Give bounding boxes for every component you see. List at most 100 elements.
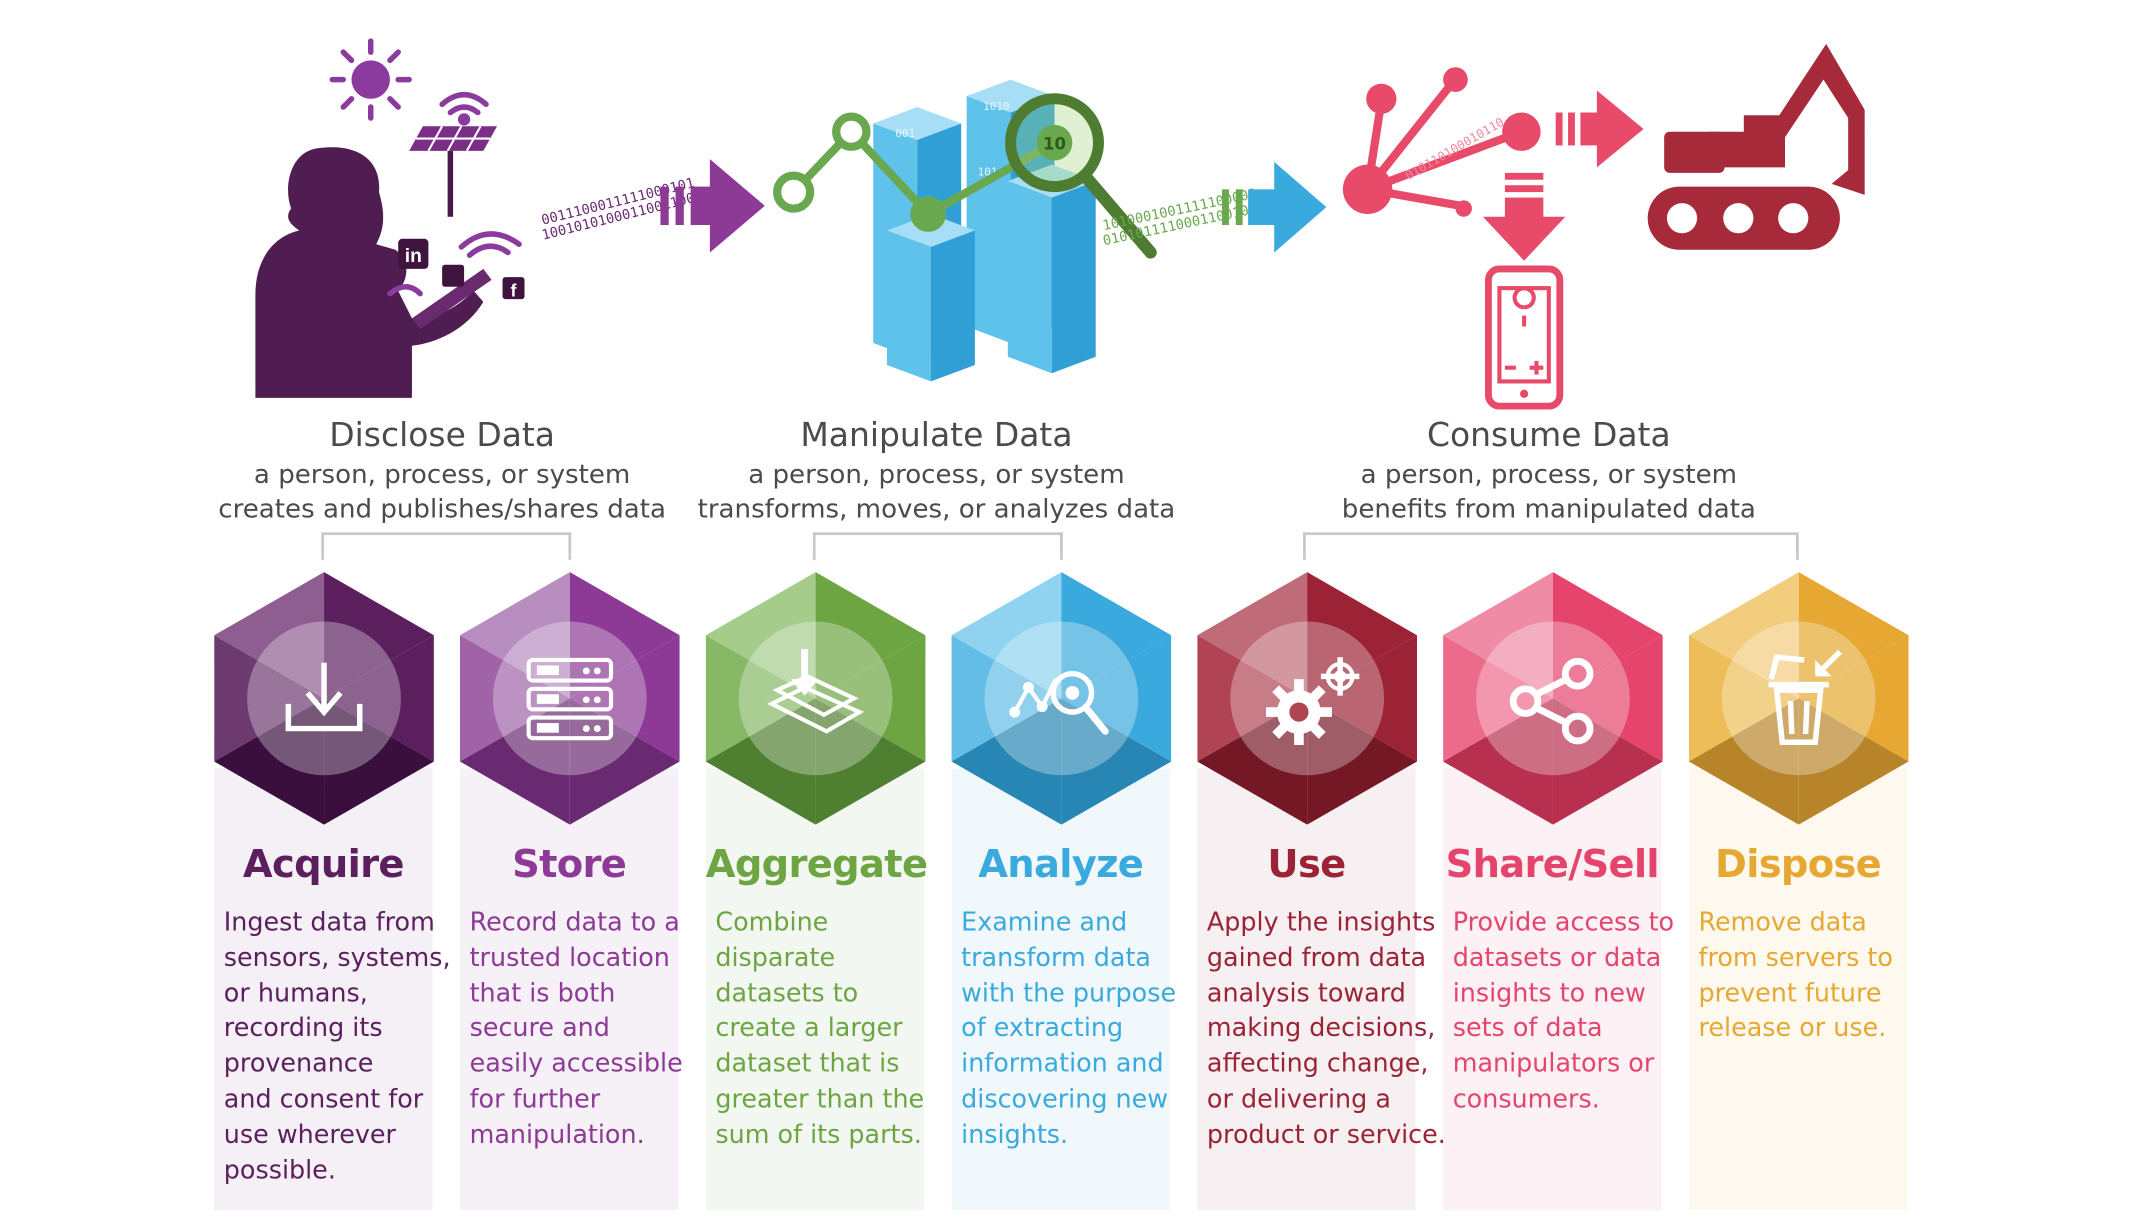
step-hexagon xyxy=(214,572,434,825)
step-description-line: dataset that is xyxy=(715,1049,900,1079)
step-description-line: release or use. xyxy=(1698,1014,1887,1044)
step-description-line: use wherever xyxy=(223,1120,396,1150)
step-description-line: gained from data xyxy=(1206,943,1427,973)
phase-title: Consume Data xyxy=(1426,415,1671,455)
step-title: Acquire xyxy=(242,841,405,887)
step-description-line: Record data to a xyxy=(469,908,680,938)
step-description: Combine disparate datasets to create a larg… xyxy=(715,906,925,1154)
step-description-line: Remove data xyxy=(1698,908,1867,938)
step-description-line: manipulation. xyxy=(469,1120,645,1150)
phase-title: Manipulate Data xyxy=(800,415,1073,455)
step-hexagon xyxy=(1197,572,1418,825)
sun-icon xyxy=(329,38,412,121)
trash-can-icon xyxy=(1768,649,1842,746)
data-bars-illustration: 001 1010 101 10 xyxy=(773,79,1157,382)
step-title: Dispose xyxy=(1714,841,1882,887)
phase-manipulate: Manipulate Data a person, process, or sy… xyxy=(648,412,1225,527)
step-description-line: of extracting xyxy=(961,1014,1124,1044)
magnifier-icon: 10 xyxy=(1005,93,1157,259)
step-description-line: or delivering a xyxy=(1206,1085,1391,1115)
step-description-line: provenance xyxy=(223,1049,374,1079)
step-description-line: that is both xyxy=(469,979,616,1008)
person-silhouette xyxy=(255,147,484,398)
svg-text:in: in xyxy=(405,246,422,267)
bar-tag-text: 001 xyxy=(895,127,915,140)
step-column-use xyxy=(1197,768,1416,1211)
step-description-line: consumers. xyxy=(1452,1085,1600,1115)
phase-disclose: Disclose Data a person, process, or syst… xyxy=(154,412,731,527)
step-column-analyze xyxy=(951,768,1170,1211)
phase-description: creates and publishes/shares data xyxy=(218,493,667,525)
bracket-manipulate xyxy=(812,532,1063,560)
step-description-line: greater than the xyxy=(715,1085,925,1115)
linkedin-icon xyxy=(398,238,429,269)
step-hexagon xyxy=(1443,572,1663,825)
step-description: Ingest data from sensors, systems, or huma… xyxy=(223,906,451,1189)
phase-description: transforms, moves, or analyzes data xyxy=(697,493,1176,525)
step-title: Use xyxy=(1267,841,1346,887)
step-description-line: datasets or data xyxy=(1452,943,1662,973)
bar-tag-text: 1010 xyxy=(983,100,1009,113)
step-hexagon xyxy=(1688,572,1909,825)
step-hexagon xyxy=(951,572,1172,825)
step-description-line: recording its xyxy=(223,1014,383,1044)
step-description-line: Examine and xyxy=(961,908,1128,938)
step-description-line: product or service. xyxy=(1206,1120,1446,1150)
step-description-line: create a larger xyxy=(715,1014,903,1044)
facebook-icon xyxy=(502,277,525,300)
phase-description: a person, process, or system xyxy=(253,459,631,490)
network-node-illustration: 010110100010110 xyxy=(1342,67,1541,217)
step-description: Examine and transform data with the purpos… xyxy=(961,906,1177,1154)
step-description-line: from servers to xyxy=(1698,943,1893,973)
wifi-signal-icon xyxy=(439,91,489,126)
step-description: Record data to a trusted location that is … xyxy=(469,906,683,1154)
step-column-dispose xyxy=(1688,768,1908,1211)
step-column-acquire xyxy=(214,768,433,1211)
step-description-line: secure and xyxy=(469,1014,610,1044)
step-description-line: Provide access to xyxy=(1452,908,1675,938)
step-description-line: insights. xyxy=(961,1120,1069,1150)
magnifier-number: 10 xyxy=(1043,135,1066,154)
chart-magnifier-icon xyxy=(1009,670,1109,735)
step-description-line: disparate xyxy=(715,943,836,973)
step-hexagon xyxy=(459,572,680,825)
svg-text:f: f xyxy=(511,280,517,300)
arrow-right-icon xyxy=(660,159,765,253)
step-description-line: sum of its parts. xyxy=(715,1120,922,1150)
bracket-consume xyxy=(1303,532,1799,560)
top-illustration: in f 0011100011111000101 100101010001100… xyxy=(255,38,1865,410)
step-column-store xyxy=(459,768,679,1211)
step-description-line: Apply the insights xyxy=(1206,908,1436,938)
step-description-line: prevent future xyxy=(1698,979,1882,1008)
server-rack-icon xyxy=(526,657,614,741)
step-description: Remove data from servers to prevent future… xyxy=(1698,906,1904,1048)
step-description-line: transform data xyxy=(961,943,1151,973)
step-title: Share/Sell xyxy=(1445,841,1660,887)
step-description: Apply the insights gained from data analys… xyxy=(1206,906,1446,1154)
step-description-line: sets of data xyxy=(1452,1014,1603,1044)
step-title: Aggregate xyxy=(705,841,928,887)
arrow-right-icon xyxy=(1222,161,1327,253)
step-description-line: discovering new xyxy=(961,1085,1169,1115)
gears-icon xyxy=(1265,657,1360,746)
step-column-aggregate xyxy=(705,768,925,1211)
phase-description: benefits from manipulated data xyxy=(1341,493,1756,525)
download-tray-icon xyxy=(285,662,363,732)
arrow-right-icon xyxy=(1555,90,1644,168)
bracket-disclose xyxy=(321,532,572,560)
step-description-line: insights to new xyxy=(1452,979,1646,1008)
person-with-devices-illustration: in f xyxy=(255,38,525,398)
step-description-line: with the purpose xyxy=(961,979,1177,1008)
solar-panel-icon xyxy=(409,125,498,217)
step-description-line: Combine xyxy=(715,908,829,938)
step-description-line: sensors, systems, xyxy=(223,943,451,973)
step-description-line: datasets to xyxy=(715,979,859,1008)
step-description: Provide access to datasets or data insight… xyxy=(1452,906,1675,1118)
arrow-down-icon xyxy=(1482,172,1566,261)
phase-description: a person, process, or system xyxy=(748,459,1125,490)
smartphone-map-icon xyxy=(1484,265,1564,410)
step-column-share-sell xyxy=(1443,768,1662,1211)
step-title: Analyze xyxy=(978,841,1144,887)
step-description-line: affecting change, xyxy=(1206,1049,1429,1079)
